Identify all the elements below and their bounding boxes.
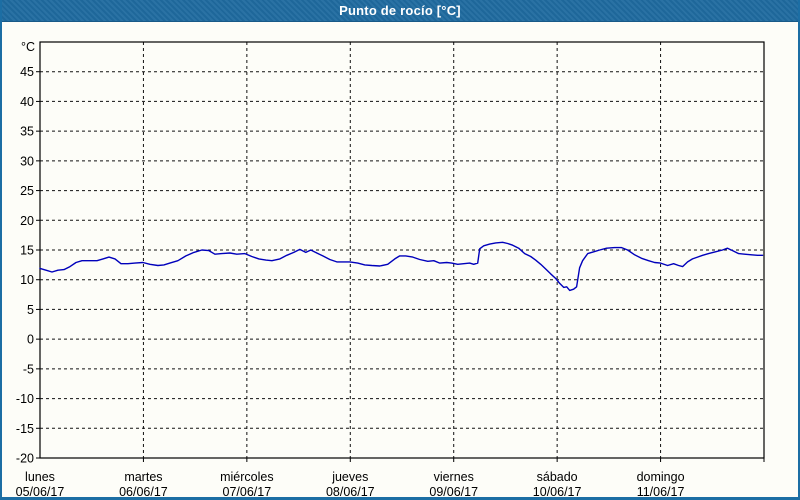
day-name-label: domingo — [637, 470, 685, 484]
day-date-label: 11/06/17 — [637, 485, 685, 497]
dew-point-chart: 45 40 35 30 25 20 15 10 5 0 -5 -10 -15 -20 °C lunes05/0… — [16, 40, 765, 497]
day-date-label: 06/06/17 — [119, 485, 168, 497]
y-tick-label: 45 — [20, 65, 34, 79]
data-line — [39, 241, 764, 292]
chart-title: Punto de rocío [°C] — [339, 3, 461, 18]
day-name-label: viernes — [434, 470, 474, 484]
day-date-label: 05/06/17 — [16, 485, 65, 497]
y-tick-label: 10 — [20, 273, 34, 287]
day-name-label: sábado — [537, 470, 578, 484]
day-name-label: lunes — [25, 470, 55, 484]
day-date-label: 08/06/17 — [326, 485, 375, 497]
day-date-label: 09/06/17 — [429, 485, 478, 497]
y-tick-labels: 45 40 35 30 25 20 15 10 5 0 -5 -10 -15 -20 — [16, 65, 40, 466]
chart-area: 45 40 35 30 25 20 15 10 5 0 -5 -10 -15 -20 °C lunes 05/0… — [2, 22, 798, 497]
y-tick-label: -5 — [23, 362, 34, 376]
y-gridlines — [40, 71, 764, 429]
day-date-label: 07/06/17 — [223, 485, 272, 497]
y-tick-label: 40 — [20, 95, 34, 109]
y-tick-label: 20 — [20, 214, 34, 228]
y-tick-label: -15 — [16, 422, 34, 436]
y-tick-label: 25 — [20, 184, 34, 198]
y-tick-label: -20 — [16, 452, 34, 466]
day-name-label: miércoles — [220, 470, 274, 484]
chart-title-bar: Punto de rocío [°C] — [2, 0, 798, 22]
y-axis-unit-label: °C — [21, 40, 35, 54]
day-name-label: jueves — [331, 470, 368, 484]
day-date-label: 10/06/17 — [533, 485, 582, 497]
y-tick-label: 0 — [27, 333, 34, 347]
y-tick-label: 30 — [20, 154, 34, 168]
y-tick-label: 5 — [27, 303, 34, 317]
y-tick-label: 35 — [20, 125, 34, 139]
y-tick-label: 15 — [20, 244, 34, 258]
day-name-label: martes — [124, 470, 162, 484]
y-tick-label: -10 — [16, 392, 34, 406]
